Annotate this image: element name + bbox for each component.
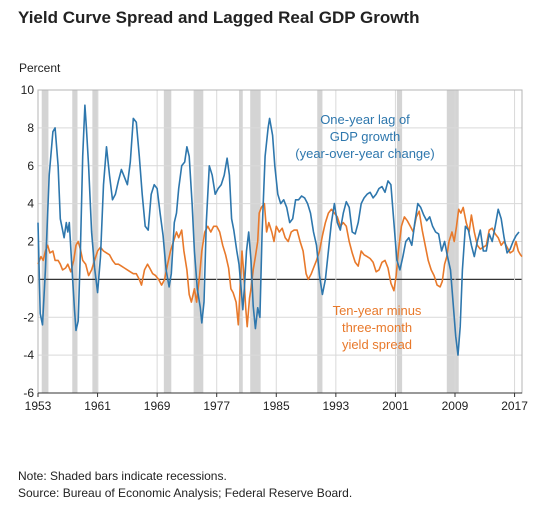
y-tick-label: 4: [27, 197, 34, 211]
y-tick-label: 10: [21, 83, 35, 97]
x-tick-label: 1985: [263, 399, 290, 413]
x-tick-label: 2001: [382, 399, 409, 413]
x-tick-label: 2017: [501, 399, 528, 413]
x-tick-label: 1953: [25, 399, 52, 413]
spread-annotation-line: yield spread: [342, 337, 412, 352]
gdp-annotation-line: One-year lag of: [320, 112, 410, 127]
gdp-annotation-line: GDP growth: [330, 129, 401, 144]
x-tick-label: 1993: [322, 399, 349, 413]
y-axis-title: Percent: [19, 61, 61, 75]
chart-title: Yield Curve Spread and Lagged Real GDP G…: [18, 8, 420, 27]
series-lines: [37, 104, 523, 356]
spread-series-line: [37, 202, 523, 328]
source-text: Source: Bureau of Economic Analysis; Fed…: [18, 486, 353, 500]
y-tick-label: 8: [27, 121, 34, 135]
y-tick-label: 6: [27, 159, 34, 173]
note-text: Note: Shaded bars indicate recessions.: [18, 469, 227, 483]
y-tick-label: 0: [27, 272, 34, 286]
y-tick-label: -2: [23, 310, 34, 324]
x-tick-label: 1977: [203, 399, 230, 413]
x-tick-label: 1961: [84, 399, 111, 413]
x-tick-label: 1969: [144, 399, 171, 413]
y-tick-label: -6: [23, 386, 34, 400]
spread-annotation-line: Ten-year minus: [333, 303, 422, 318]
y-tick-label: 2: [27, 235, 34, 249]
y-tick-label: -4: [23, 348, 34, 362]
series-annotations: One-year lag of GDP growth (year-over-year…: [295, 112, 434, 352]
gdp-annotation-line: (year-over-year change): [295, 146, 434, 161]
gdp-series-line: [37, 104, 520, 356]
x-tick-label: 2009: [442, 399, 469, 413]
tick-labels: -6 -4 -2 0 2 4 6 8 10 1953 1961 1969 1977 1985 1993 200…: [21, 83, 529, 413]
spread-annotation-line: three-month: [342, 320, 412, 335]
gridlines: [37, 89, 523, 394]
